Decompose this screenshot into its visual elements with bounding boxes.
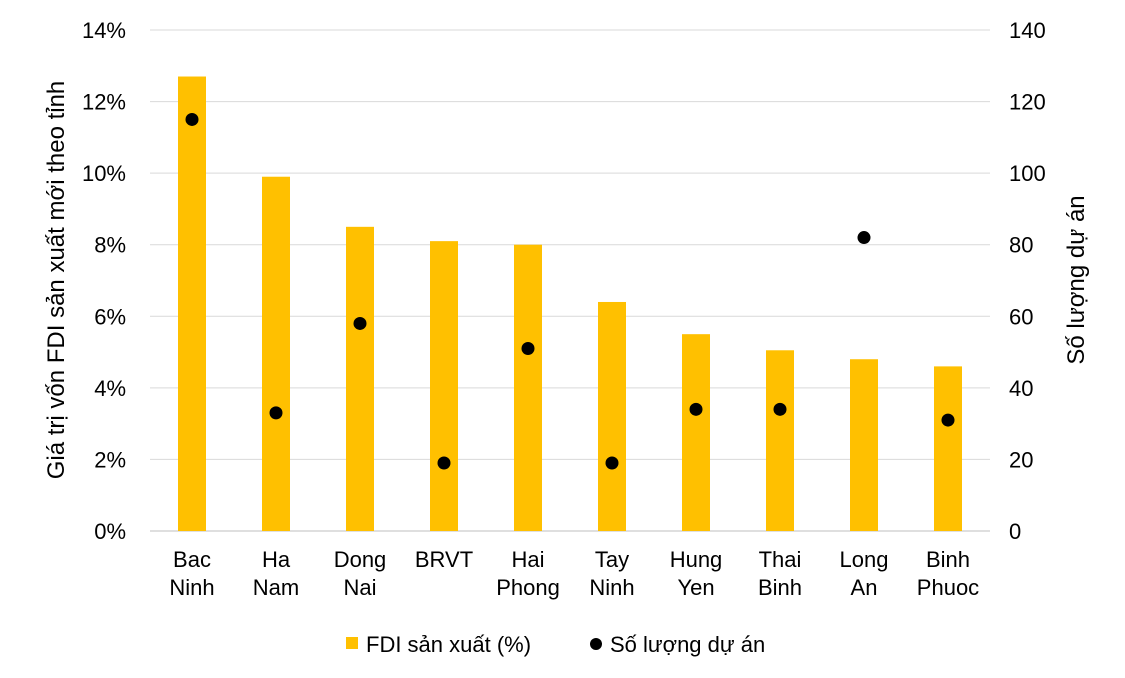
- data-point: [941, 413, 955, 427]
- legend-bar-swatch: [346, 637, 358, 649]
- bar: [346, 226, 374, 532]
- right-tick-label: 60: [1009, 304, 1033, 329]
- bar: [766, 350, 794, 531]
- left-tick-label: 0%: [94, 519, 126, 544]
- right-tick-label: 140: [1009, 18, 1046, 43]
- left-tick-label: 14%: [82, 18, 126, 43]
- data-point: [269, 406, 283, 420]
- right-axis-title: Số lượng dự án: [1063, 195, 1090, 364]
- right-tick-label: 80: [1009, 233, 1033, 258]
- category-label: Tay Ninh: [589, 547, 634, 600]
- data-point: [857, 231, 871, 245]
- left-tick-label: 4%: [94, 376, 126, 401]
- left-tick-label: 12%: [82, 90, 126, 115]
- legend: FDI sản xuất (%) Số lượng dự án: [346, 632, 765, 657]
- data-point: [353, 316, 367, 330]
- category-label: Dong Nai: [334, 547, 387, 600]
- right-tick-label: 20: [1009, 447, 1033, 472]
- bar: [514, 244, 542, 531]
- bar: [850, 359, 878, 531]
- category-label: Binh Phuoc: [917, 547, 979, 600]
- right-tick-label: 120: [1009, 90, 1046, 115]
- data-point: [689, 402, 703, 416]
- bar: [934, 366, 962, 531]
- left-tick-label: 6%: [94, 304, 126, 329]
- data-point: [773, 402, 787, 416]
- right-axis-ticks: 0 20 40 60 80 100 120 140: [1009, 18, 1046, 544]
- category-label: BRVT: [415, 547, 473, 572]
- category-label: Long An: [840, 547, 889, 600]
- dot-series: [185, 112, 955, 470]
- data-point: [605, 456, 619, 470]
- legend-dot-label: Số lượng dự án: [610, 632, 765, 657]
- bar: [262, 176, 290, 531]
- right-tick-label: 40: [1009, 376, 1033, 401]
- right-tick-label: 100: [1009, 161, 1046, 186]
- left-tick-label: 2%: [94, 447, 126, 472]
- legend-dot-swatch: [590, 638, 602, 650]
- category-label: Hung Yen: [670, 547, 723, 600]
- bar: [682, 334, 710, 531]
- category-label: Thai Binh: [758, 547, 802, 600]
- left-tick-label: 8%: [94, 233, 126, 258]
- category-label: Hai Phong: [496, 547, 560, 600]
- category-label: Ha Nam: [253, 547, 299, 600]
- left-axis-ticks: 0% 2% 4% 6% 8% 10% 12% 14%: [82, 18, 126, 544]
- left-tick-label: 10%: [82, 161, 126, 186]
- data-point: [437, 456, 451, 470]
- bar: [598, 301, 626, 531]
- category-labels: Bac Ninh Ha Nam Dong Nai BRVT Hai Phong Tay Ninh Hu…: [169, 547, 979, 600]
- data-point: [521, 341, 535, 355]
- bar-series: [178, 76, 962, 532]
- left-axis-title: Giá trị vốn FDI sản xuất mới theo tỉnh: [43, 81, 70, 480]
- bar: [430, 241, 458, 531]
- category-label: Bac Ninh: [169, 547, 214, 600]
- bar: [178, 76, 206, 532]
- data-point: [185, 112, 199, 126]
- legend-bar-label: FDI sản xuất (%): [366, 632, 531, 657]
- right-tick-label: 0: [1009, 519, 1021, 544]
